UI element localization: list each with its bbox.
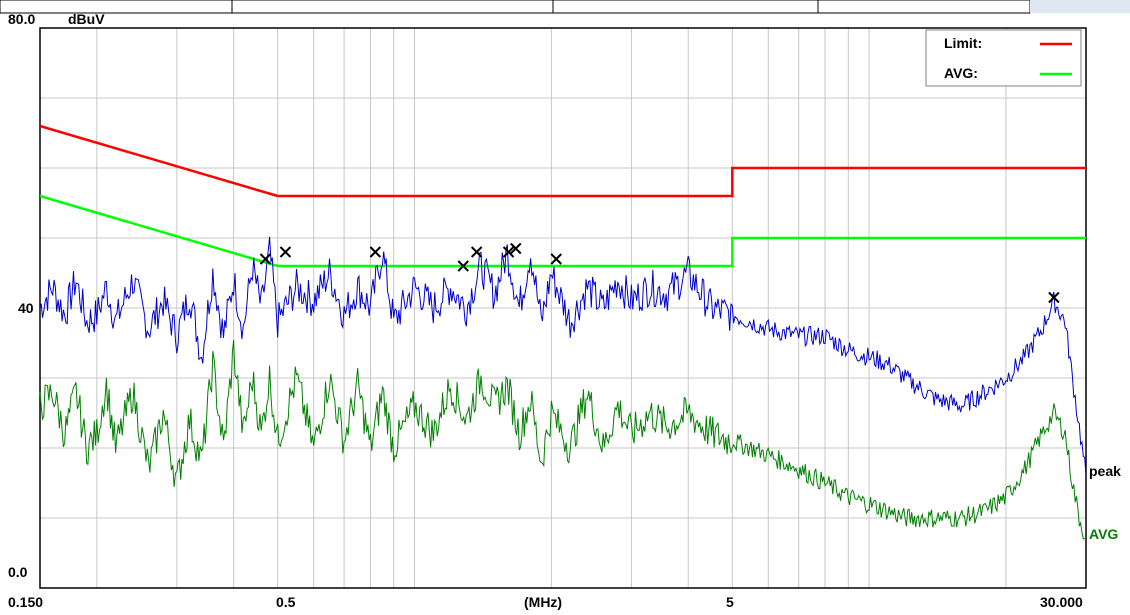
legend-label-limit: Limit:: [944, 35, 982, 51]
marker-x-1: [279, 246, 292, 258]
legend-label-avg: AVG:: [944, 65, 978, 81]
series-line-peak-2: [39, 236, 1087, 477]
x-tick-label-0.150: 0.150: [8, 594, 43, 610]
x-tick-label-5: 5: [726, 594, 734, 610]
y-max-label: 80.0: [8, 11, 35, 27]
series-line-avg-3: [39, 339, 1087, 540]
y-tick-label-40: 40: [18, 300, 34, 316]
marker-x-5: [502, 246, 515, 258]
trace-label-avg: AVG: [1089, 526, 1118, 542]
marker-x-7: [550, 253, 562, 265]
top-strip: [0, 0, 1130, 14]
unit-label: dBuV: [68, 11, 105, 27]
marker-group: [259, 242, 1060, 304]
x-tick-label-0.5: 0.5: [276, 594, 296, 610]
marker-x-3: [457, 260, 469, 272]
marker-x-2: [369, 246, 382, 258]
x-tick-label-30.000: 30.000: [1040, 594, 1083, 610]
top-strip-svg: [0, 0, 1130, 14]
legend: Limit: AVG:: [925, 29, 1082, 87]
series-line-limit-0: [39, 124, 1086, 198]
legend-box: [925, 29, 1082, 87]
y-tick-label-0: 0.0: [8, 564, 28, 580]
x-axis-label: (MHz): [524, 594, 562, 610]
series-group: [39, 124, 1087, 540]
marker-x-4: [470, 246, 483, 258]
marker-x-8: [1048, 291, 1060, 304]
marker-x-0: [259, 253, 272, 265]
trace-label-peak: peak: [1089, 463, 1121, 479]
marker-x-6: [510, 242, 522, 255]
series-line-avg-1: [39, 194, 1086, 268]
